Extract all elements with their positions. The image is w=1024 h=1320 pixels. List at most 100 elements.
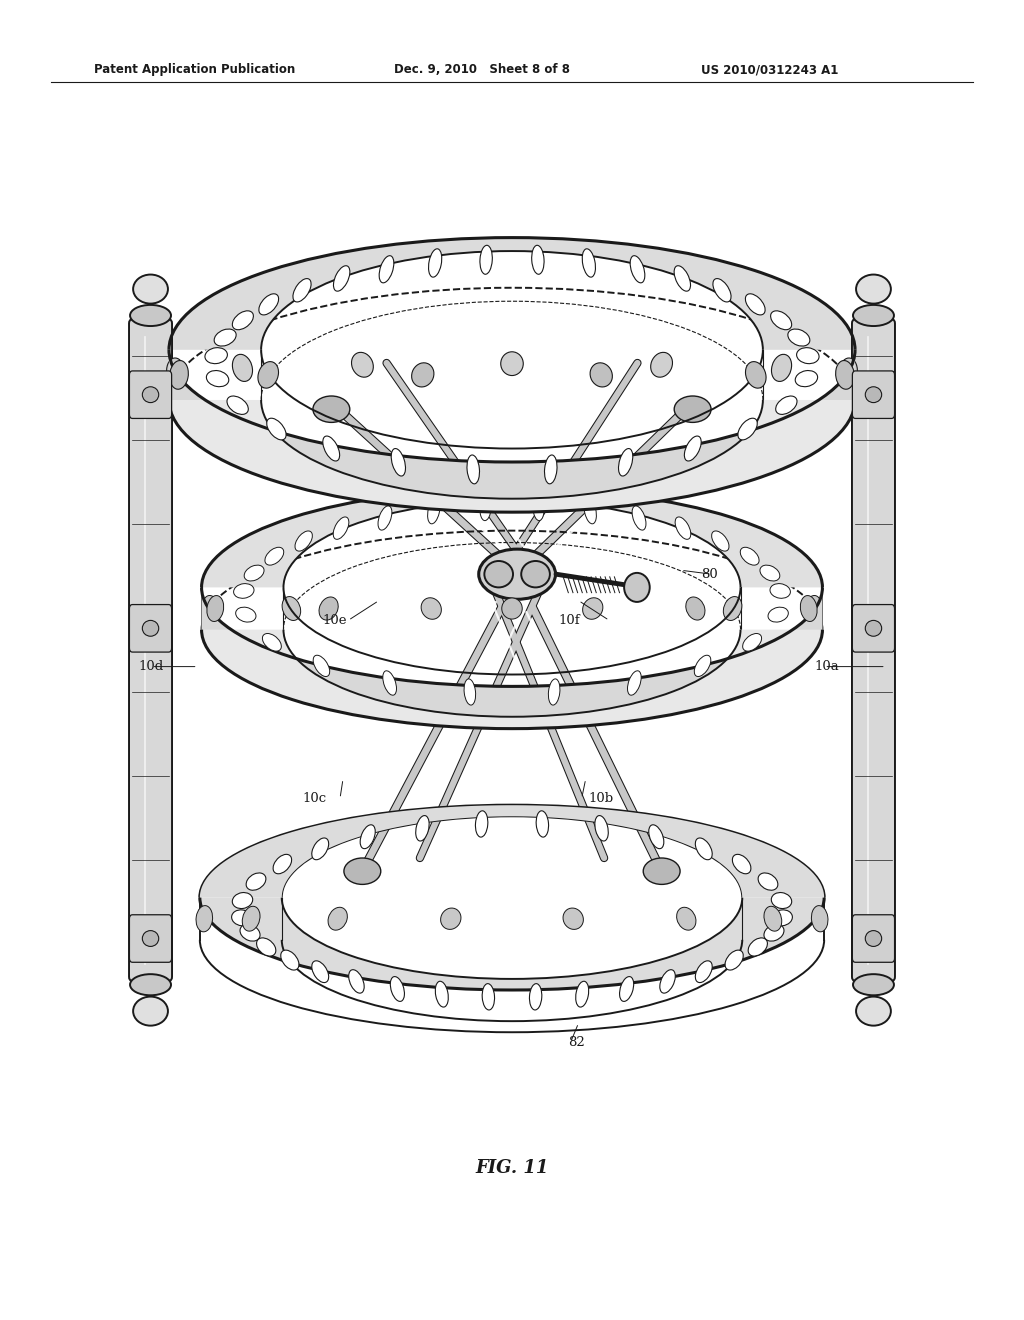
Ellipse shape xyxy=(686,597,705,620)
Text: US 2010/0312243 A1: US 2010/0312243 A1 xyxy=(701,63,839,77)
Ellipse shape xyxy=(421,598,441,619)
FancyBboxPatch shape xyxy=(852,319,895,981)
Text: 10b: 10b xyxy=(589,792,614,805)
Ellipse shape xyxy=(625,573,649,602)
Text: 82: 82 xyxy=(568,1036,585,1049)
Ellipse shape xyxy=(583,248,596,277)
Ellipse shape xyxy=(801,595,817,622)
Ellipse shape xyxy=(244,565,264,581)
Ellipse shape xyxy=(764,907,781,931)
Ellipse shape xyxy=(416,816,429,841)
Ellipse shape xyxy=(262,634,282,651)
Ellipse shape xyxy=(232,892,253,908)
Ellipse shape xyxy=(170,360,188,389)
FancyBboxPatch shape xyxy=(852,605,895,652)
Ellipse shape xyxy=(142,620,159,636)
Ellipse shape xyxy=(537,810,549,837)
Ellipse shape xyxy=(379,256,394,282)
Ellipse shape xyxy=(643,858,680,884)
Ellipse shape xyxy=(738,418,758,440)
Ellipse shape xyxy=(772,909,793,925)
Ellipse shape xyxy=(620,977,634,1002)
Ellipse shape xyxy=(856,275,891,304)
Ellipse shape xyxy=(203,595,219,622)
Ellipse shape xyxy=(311,838,329,859)
Ellipse shape xyxy=(649,825,664,849)
Ellipse shape xyxy=(771,354,792,381)
Ellipse shape xyxy=(529,983,542,1010)
Ellipse shape xyxy=(464,678,475,705)
Ellipse shape xyxy=(502,598,522,619)
Ellipse shape xyxy=(618,449,633,477)
Ellipse shape xyxy=(630,256,645,282)
Ellipse shape xyxy=(428,498,440,524)
Ellipse shape xyxy=(232,310,253,330)
Ellipse shape xyxy=(133,275,168,304)
Ellipse shape xyxy=(632,506,646,531)
Ellipse shape xyxy=(293,279,311,302)
FancyBboxPatch shape xyxy=(129,605,172,652)
Ellipse shape xyxy=(501,352,523,376)
Ellipse shape xyxy=(334,265,350,292)
Ellipse shape xyxy=(770,583,791,598)
Ellipse shape xyxy=(232,354,253,381)
Polygon shape xyxy=(169,350,855,512)
Ellipse shape xyxy=(480,494,492,520)
Ellipse shape xyxy=(787,329,810,346)
Text: 10c: 10c xyxy=(302,792,327,805)
Ellipse shape xyxy=(839,358,857,387)
Text: 80: 80 xyxy=(701,568,718,581)
Ellipse shape xyxy=(584,498,596,524)
Ellipse shape xyxy=(740,548,759,565)
Ellipse shape xyxy=(583,598,603,619)
Text: 10e: 10e xyxy=(323,614,347,627)
Ellipse shape xyxy=(853,305,894,326)
Ellipse shape xyxy=(674,265,690,292)
FancyBboxPatch shape xyxy=(129,915,172,962)
Ellipse shape xyxy=(207,371,228,387)
Ellipse shape xyxy=(725,950,743,970)
Ellipse shape xyxy=(836,360,854,389)
Ellipse shape xyxy=(440,908,461,929)
Text: Dec. 9, 2010   Sheet 8 of 8: Dec. 9, 2010 Sheet 8 of 8 xyxy=(394,63,570,77)
Text: 10f: 10f xyxy=(558,614,580,627)
Ellipse shape xyxy=(811,906,828,932)
Ellipse shape xyxy=(675,517,691,540)
Ellipse shape xyxy=(745,294,765,315)
Ellipse shape xyxy=(532,494,544,520)
FancyBboxPatch shape xyxy=(129,371,172,418)
Ellipse shape xyxy=(257,939,275,956)
Ellipse shape xyxy=(742,634,762,651)
Ellipse shape xyxy=(764,924,784,941)
Ellipse shape xyxy=(659,970,675,993)
Ellipse shape xyxy=(695,838,713,859)
Ellipse shape xyxy=(674,396,711,422)
Ellipse shape xyxy=(760,565,780,581)
Ellipse shape xyxy=(865,387,882,403)
Ellipse shape xyxy=(383,671,396,696)
Ellipse shape xyxy=(240,924,260,941)
Ellipse shape xyxy=(677,907,696,931)
Ellipse shape xyxy=(575,981,589,1007)
Ellipse shape xyxy=(768,607,788,622)
Ellipse shape xyxy=(311,961,329,982)
Ellipse shape xyxy=(281,950,299,970)
Ellipse shape xyxy=(628,671,641,696)
Ellipse shape xyxy=(428,248,441,277)
Ellipse shape xyxy=(282,597,301,620)
Ellipse shape xyxy=(865,931,882,946)
Ellipse shape xyxy=(390,977,404,1002)
Ellipse shape xyxy=(650,352,673,378)
Ellipse shape xyxy=(273,854,292,874)
Ellipse shape xyxy=(259,294,279,315)
Ellipse shape xyxy=(521,561,550,587)
Ellipse shape xyxy=(231,909,252,925)
Ellipse shape xyxy=(227,396,248,414)
Polygon shape xyxy=(200,805,824,898)
Ellipse shape xyxy=(549,678,560,705)
Ellipse shape xyxy=(205,347,227,363)
Polygon shape xyxy=(200,898,824,990)
Ellipse shape xyxy=(295,531,312,552)
Ellipse shape xyxy=(412,363,434,387)
Polygon shape xyxy=(169,238,855,350)
